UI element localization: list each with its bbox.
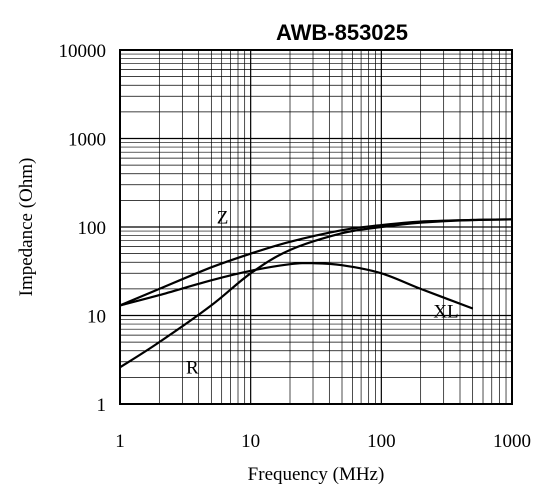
y-tick-label: 1: [97, 395, 107, 416]
chart-grid: [119, 50, 512, 405]
x-tick-label: 1: [115, 431, 125, 452]
chart-title: AWB-853025: [276, 20, 408, 45]
x-tick-label: 1000: [493, 431, 531, 452]
y-axis-label: Impedance (Ohm): [16, 158, 37, 297]
x-tick-label: 10: [241, 431, 260, 452]
series-line-xl: [119, 261, 474, 310]
series-label-z: Z: [217, 207, 229, 228]
x-axis-label: Frequency (MHz): [248, 464, 385, 485]
y-tick-label: 100: [78, 218, 107, 239]
series-line-r: [119, 218, 513, 369]
series-label-r: R: [186, 358, 199, 379]
y-tick-label: 10000: [59, 41, 107, 62]
tick-labels: 1 10 100 1000 1 10 100 1000 10000: [59, 41, 532, 452]
y-tick-label: 10: [87, 307, 106, 328]
series-group: [119, 218, 513, 369]
plot-frame: [119, 49, 513, 405]
series-labels: Z XL R: [186, 207, 459, 378]
series-label-xl: XL: [433, 301, 458, 322]
y-tick-label: 1000: [68, 130, 106, 151]
x-tick-label: 100: [367, 431, 396, 452]
